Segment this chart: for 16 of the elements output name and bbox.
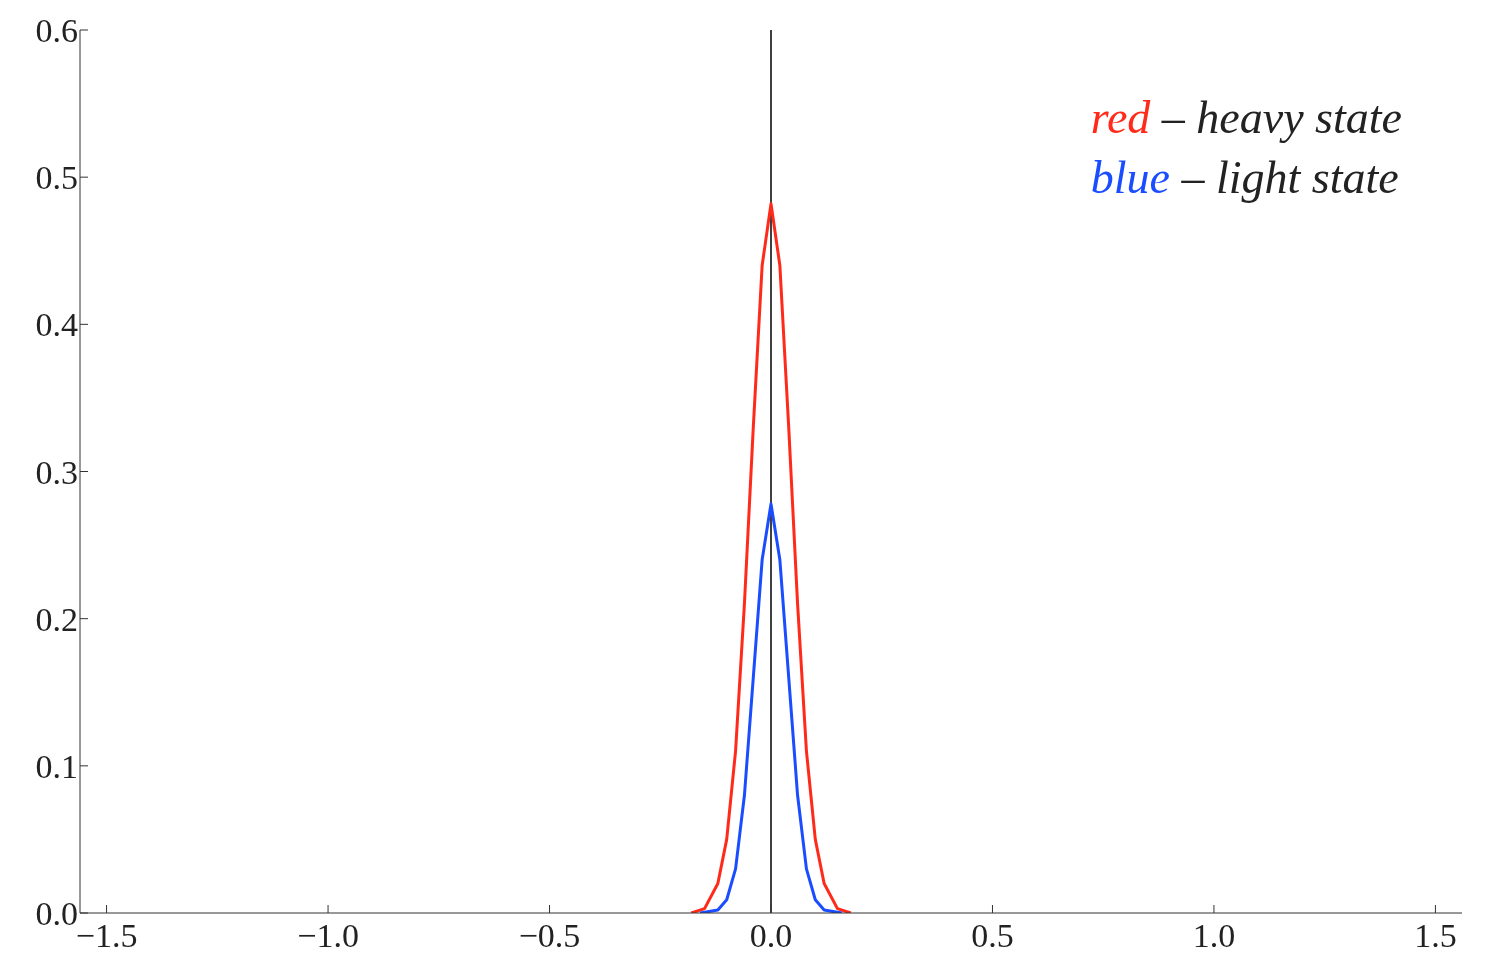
y-tick-label: 0.5 xyxy=(35,159,78,197)
y-tick-label: 0.6 xyxy=(35,12,78,50)
x-tick-label: −0.5 xyxy=(518,917,581,955)
x-tick-label: 0.0 xyxy=(749,917,793,955)
x-tick-label: 1.0 xyxy=(1192,917,1236,955)
line-series xyxy=(689,202,853,913)
text: red – heavy state xyxy=(1090,92,1402,143)
y-tick-label: 0.2 xyxy=(35,600,78,638)
x-tick-label: −1.0 xyxy=(297,917,359,955)
text: blue – light state xyxy=(1090,152,1399,203)
y-tick-label: 0.3 xyxy=(35,453,78,491)
line-series xyxy=(698,502,844,913)
x-tick-label: 0.5 xyxy=(971,917,1014,955)
y-tick-label: 0.1 xyxy=(35,747,78,785)
y-tick-label: 0.4 xyxy=(35,306,78,344)
x-tick-label: 1.5 xyxy=(1414,917,1457,955)
